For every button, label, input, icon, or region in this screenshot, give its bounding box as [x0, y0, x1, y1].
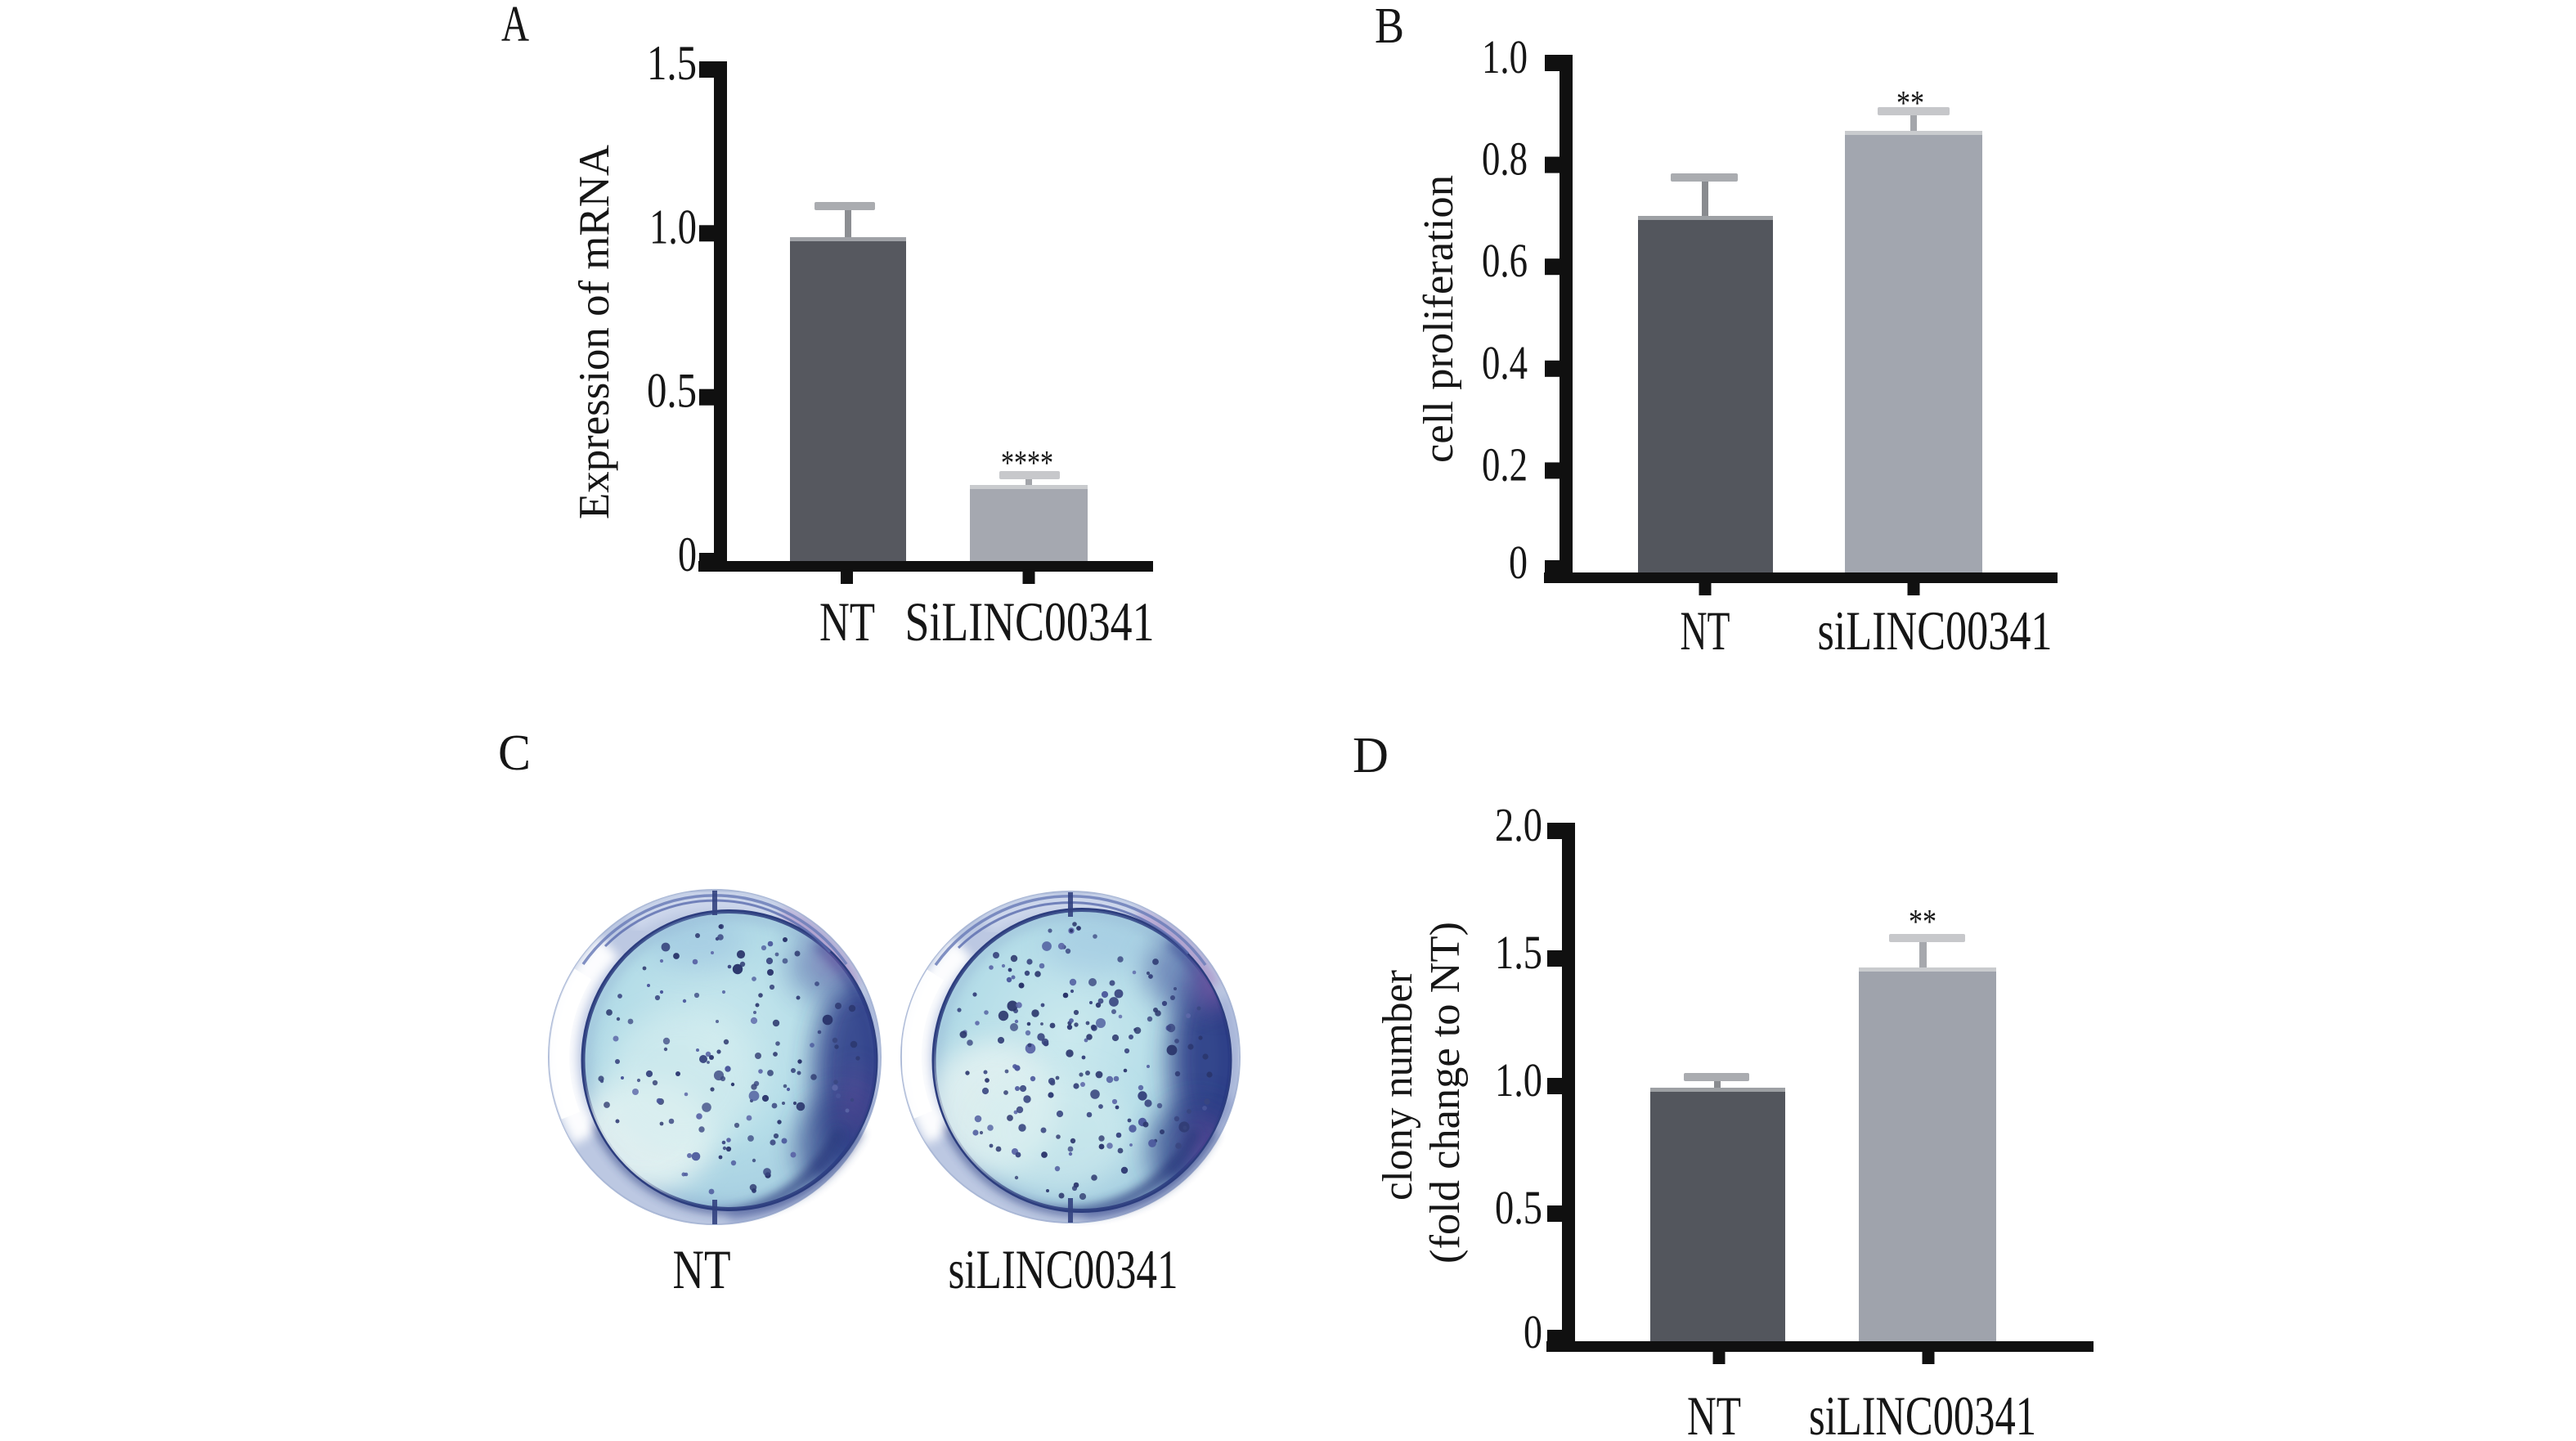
svg-text:B: B — [1375, 0, 1404, 54]
svg-text:0.4: 0.4 — [1482, 336, 1528, 389]
svg-text:clony number: clony number — [1375, 970, 1421, 1201]
svg-text:1.0: 1.0 — [1495, 1053, 1542, 1107]
svg-text:**: ** — [1896, 85, 1924, 123]
svg-text:cell proliferation: cell proliferation — [1416, 175, 1462, 463]
svg-text:siLINC00341: siLINC00341 — [949, 1238, 1178, 1300]
svg-text:NT: NT — [1681, 599, 1730, 662]
svg-text:C: C — [498, 725, 531, 781]
svg-text:NT: NT — [819, 590, 875, 653]
svg-text:0.6: 0.6 — [1482, 234, 1528, 287]
svg-text:NT: NT — [673, 1238, 731, 1300]
svg-text:0.5: 0.5 — [647, 364, 697, 418]
svg-text:1.0: 1.0 — [649, 200, 697, 254]
svg-text:0: 0 — [1524, 1305, 1542, 1358]
svg-text:0.2: 0.2 — [1482, 438, 1528, 491]
svg-text:1.0: 1.0 — [1482, 30, 1528, 83]
svg-text:NT: NT — [1687, 1385, 1741, 1441]
svg-text:siLINC00341: siLINC00341 — [1809, 1385, 2036, 1441]
svg-text:SiLINC00341: SiLINC00341 — [905, 590, 1155, 653]
svg-text:D: D — [1353, 728, 1389, 783]
svg-text:0: 0 — [678, 527, 697, 581]
svg-text:(fold change to NT): (fold change to NT) — [1422, 922, 1469, 1264]
svg-text:0.8: 0.8 — [1482, 132, 1528, 186]
svg-text:1.5: 1.5 — [1495, 926, 1542, 979]
svg-text:**: ** — [1909, 904, 1936, 941]
svg-text:siLINC00341: siLINC00341 — [1818, 599, 2053, 662]
svg-text:****: **** — [1001, 445, 1053, 483]
svg-text:0: 0 — [1509, 536, 1528, 589]
svg-text:Expression of mRNA: Expression of mRNA — [571, 145, 618, 519]
svg-text:0.5: 0.5 — [1495, 1181, 1542, 1234]
svg-text:1.5: 1.5 — [647, 36, 697, 90]
svg-text:A: A — [501, 0, 529, 52]
svg-text:2.0: 2.0 — [1495, 798, 1542, 851]
